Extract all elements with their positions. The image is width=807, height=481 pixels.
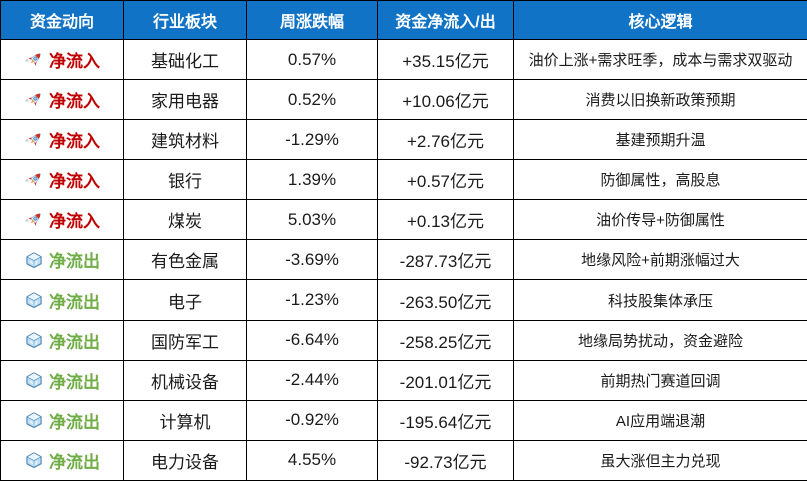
weekly-change-cell: -2.44% bbox=[246, 359, 378, 401]
net-flow-cell: -263.50亿元 bbox=[377, 279, 514, 321]
direction-label: 净流入 bbox=[49, 212, 100, 232]
direction-label: 净流入 bbox=[49, 52, 100, 72]
header-sector: 行业板块 bbox=[123, 0, 247, 40]
rocket-icon bbox=[24, 50, 44, 70]
direction-label: 净流入 bbox=[49, 92, 100, 112]
weekly-change-cell: -0.92% bbox=[246, 399, 378, 441]
ice-cube-icon bbox=[24, 410, 44, 430]
table-row: 净流出 计算机 -0.92% -195.64亿元 AI应用端退潮 bbox=[0, 399, 807, 441]
sector-cell: 机械设备 bbox=[123, 359, 247, 401]
direction-label: 净流出 bbox=[49, 372, 100, 392]
direction-cell: 净流出 bbox=[0, 399, 124, 441]
ice-cube-icon bbox=[24, 450, 44, 470]
core-logic-cell: AI应用端退潮 bbox=[513, 399, 807, 441]
direction-cell: 净流入 bbox=[0, 119, 124, 161]
ice-cube-icon bbox=[24, 330, 44, 350]
net-flow-cell: -287.73亿元 bbox=[377, 239, 514, 281]
net-flow-cell: +2.76亿元 bbox=[377, 119, 514, 161]
rocket-icon bbox=[24, 210, 44, 230]
ice-cube-icon bbox=[24, 290, 44, 310]
direction-label: 净流入 bbox=[49, 132, 100, 152]
weekly-change-cell: 0.52% bbox=[246, 79, 378, 121]
core-logic-cell: 消费以旧换新政策预期 bbox=[513, 79, 807, 121]
direction-label: 净流出 bbox=[49, 292, 100, 312]
table-row: 净流出 有色金属 -3.69% -287.73亿元 地缘风险+前期涨幅过大 bbox=[0, 239, 807, 281]
net-flow-cell: -92.73亿元 bbox=[377, 439, 514, 481]
ice-cube-icon bbox=[24, 250, 44, 270]
sector-cell: 电力设备 bbox=[123, 439, 247, 481]
sector-cell: 计算机 bbox=[123, 399, 247, 441]
direction-label: 净流出 bbox=[49, 252, 100, 272]
direction-cell: 净流入 bbox=[0, 159, 124, 201]
header-weekly-change: 周涨跌幅 bbox=[246, 0, 378, 40]
weekly-change-cell: -6.64% bbox=[246, 319, 378, 361]
core-logic-cell: 虽大涨但主力兑现 bbox=[513, 439, 807, 481]
direction-cell: 净流出 bbox=[0, 239, 124, 281]
table-row: 净流入 家用电器 0.52% +10.06亿元 消费以旧换新政策预期 bbox=[0, 79, 807, 121]
direction-cell: 净流出 bbox=[0, 439, 124, 481]
table-row: 净流出 国防军工 -6.64% -258.25亿元 地缘局势扰动，资金避险 bbox=[0, 319, 807, 361]
core-logic-cell: 地缘局势扰动，资金避险 bbox=[513, 319, 807, 361]
table-row: 净流入 煤炭 5.03% +0.13亿元 油价传导+防御属性 bbox=[0, 199, 807, 241]
direction-cell: 净流出 bbox=[0, 279, 124, 321]
table-row: 净流出 电力设备 4.55% -92.73亿元 虽大涨但主力兑现 bbox=[0, 439, 807, 481]
table-row: 净流入 建筑材料 -1.29% +2.76亿元 基建预期升温 bbox=[0, 119, 807, 161]
net-flow-cell: +0.13亿元 bbox=[377, 199, 514, 241]
core-logic-cell: 防御属性，高股息 bbox=[513, 159, 807, 201]
sector-cell: 国防军工 bbox=[123, 319, 247, 361]
core-logic-cell: 油价传导+防御属性 bbox=[513, 199, 807, 241]
table-row: 净流入 基础化工 0.57% +35.15亿元 油价上涨+需求旺季，成本与需求双… bbox=[0, 38, 807, 81]
net-flow-cell: +10.06亿元 bbox=[377, 79, 514, 121]
weekly-change-cell: 5.03% bbox=[246, 199, 378, 241]
net-flow-cell: +35.15亿元 bbox=[377, 38, 514, 81]
direction-cell: 净流出 bbox=[0, 359, 124, 401]
table-row: 净流出 电子 -1.23% -263.50亿元 科技股集体承压 bbox=[0, 279, 807, 321]
direction-cell: 净流入 bbox=[0, 199, 124, 241]
weekly-change-cell: 4.55% bbox=[246, 439, 378, 481]
weekly-change-cell: -1.23% bbox=[246, 279, 378, 321]
direction-label: 净流入 bbox=[49, 172, 100, 192]
table-row: 净流入 银行 1.39% +0.57亿元 防御属性，高股息 bbox=[0, 159, 807, 201]
net-flow-cell: -258.25亿元 bbox=[377, 319, 514, 361]
direction-label: 净流出 bbox=[49, 332, 100, 352]
header-core-logic: 核心逻辑 bbox=[513, 0, 807, 40]
direction-label: 净流出 bbox=[49, 452, 100, 472]
header-net-flow: 资金净流入/出 bbox=[377, 0, 514, 40]
sector-cell: 家用电器 bbox=[123, 79, 247, 121]
core-logic-cell: 科技股集体承压 bbox=[513, 279, 807, 321]
weekly-change-cell: 1.39% bbox=[246, 159, 378, 201]
rocket-icon bbox=[24, 130, 44, 150]
rocket-icon bbox=[24, 170, 44, 190]
header-direction: 资金动向 bbox=[0, 0, 124, 40]
core-logic-cell: 地缘风险+前期涨幅过大 bbox=[513, 239, 807, 281]
net-flow-cell: +0.57亿元 bbox=[377, 159, 514, 201]
table-row: 净流出 机械设备 -2.44% -201.01亿元 前期热门赛道回调 bbox=[0, 359, 807, 401]
rocket-icon bbox=[24, 90, 44, 110]
direction-cell: 净流出 bbox=[0, 319, 124, 361]
direction-cell: 净流入 bbox=[0, 79, 124, 121]
sector-cell: 煤炭 bbox=[123, 199, 247, 241]
core-logic-cell: 油价上涨+需求旺季，成本与需求双驱动 bbox=[513, 38, 807, 81]
sector-cell: 电子 bbox=[123, 279, 247, 321]
core-logic-cell: 前期热门赛道回调 bbox=[513, 359, 807, 401]
weekly-change-cell: -1.29% bbox=[246, 119, 378, 161]
core-logic-cell: 基建预期升温 bbox=[513, 119, 807, 161]
net-flow-cell: -201.01亿元 bbox=[377, 359, 514, 401]
header-row: 资金动向 行业板块 周涨跌幅 资金净流入/出 核心逻辑 bbox=[0, 0, 807, 40]
weekly-change-cell: -3.69% bbox=[246, 239, 378, 281]
sector-cell: 有色金属 bbox=[123, 239, 247, 281]
direction-label: 净流出 bbox=[49, 412, 100, 432]
sector-cell: 银行 bbox=[123, 159, 247, 201]
ice-cube-icon bbox=[24, 370, 44, 390]
direction-cell: 净流入 bbox=[0, 38, 124, 81]
weekly-change-cell: 0.57% bbox=[246, 38, 378, 81]
net-flow-cell: -195.64亿元 bbox=[377, 399, 514, 441]
sector-cell: 基础化工 bbox=[123, 38, 247, 81]
sector-cell: 建筑材料 bbox=[123, 119, 247, 161]
